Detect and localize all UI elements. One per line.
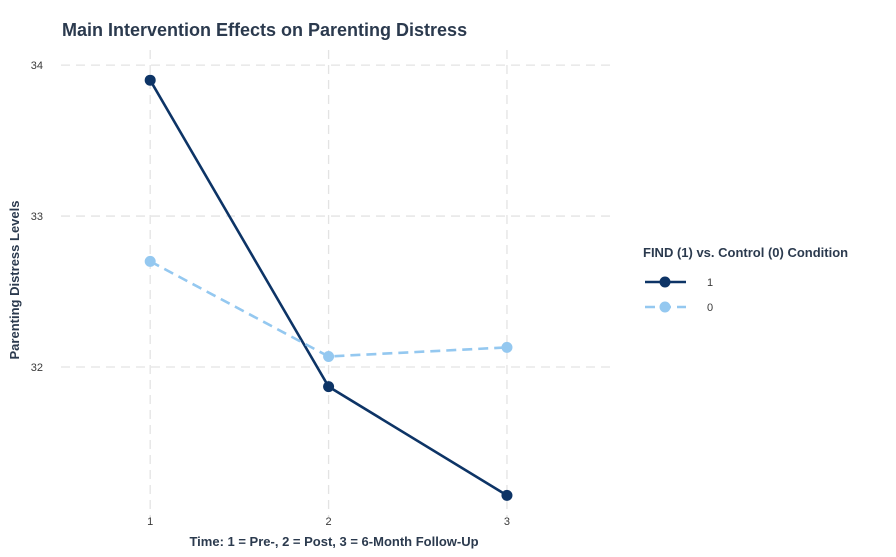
chart-title: Main Intervention Effects on Parenting D… (62, 20, 467, 40)
x-tick-label: 1 (147, 516, 153, 528)
grid (61, 50, 614, 518)
legend-item-0: 0 (645, 301, 713, 314)
legend: FIND (1) vs. Control (0) Condition 10 (643, 245, 848, 314)
legend-title: FIND (1) vs. Control (0) Condition (643, 245, 848, 260)
legend-label: 1 (707, 277, 713, 289)
x-axis-title: Time: 1 = Pre-, 2 = Post, 3 = 6-Month Fo… (189, 534, 478, 549)
series-1-point (323, 381, 335, 393)
series-0-point (144, 255, 156, 267)
y-axis-title: Parenting Distress Levels (7, 201, 22, 360)
legend-items: 10 (645, 276, 713, 314)
series-lines (144, 74, 513, 501)
legend-marker (659, 301, 671, 313)
y-tick-label: 33 (31, 211, 43, 223)
y-tick-label: 34 (31, 60, 43, 72)
series-1-point (144, 74, 156, 86)
series-0-line (149, 260, 508, 358)
x-tick-label: 3 (504, 516, 510, 528)
legend-label: 0 (707, 302, 713, 314)
x-tick-label: 2 (326, 516, 332, 528)
series-0-point (501, 341, 513, 353)
x-axis-ticks: 1 2 3 (147, 516, 510, 528)
legend-marker (659, 276, 671, 288)
series-0-point (323, 350, 335, 362)
series-1-point (501, 489, 513, 501)
y-axis-ticks: 32 33 34 (31, 60, 43, 374)
legend-item-1: 1 (645, 276, 713, 289)
y-tick-label: 32 (31, 362, 43, 374)
